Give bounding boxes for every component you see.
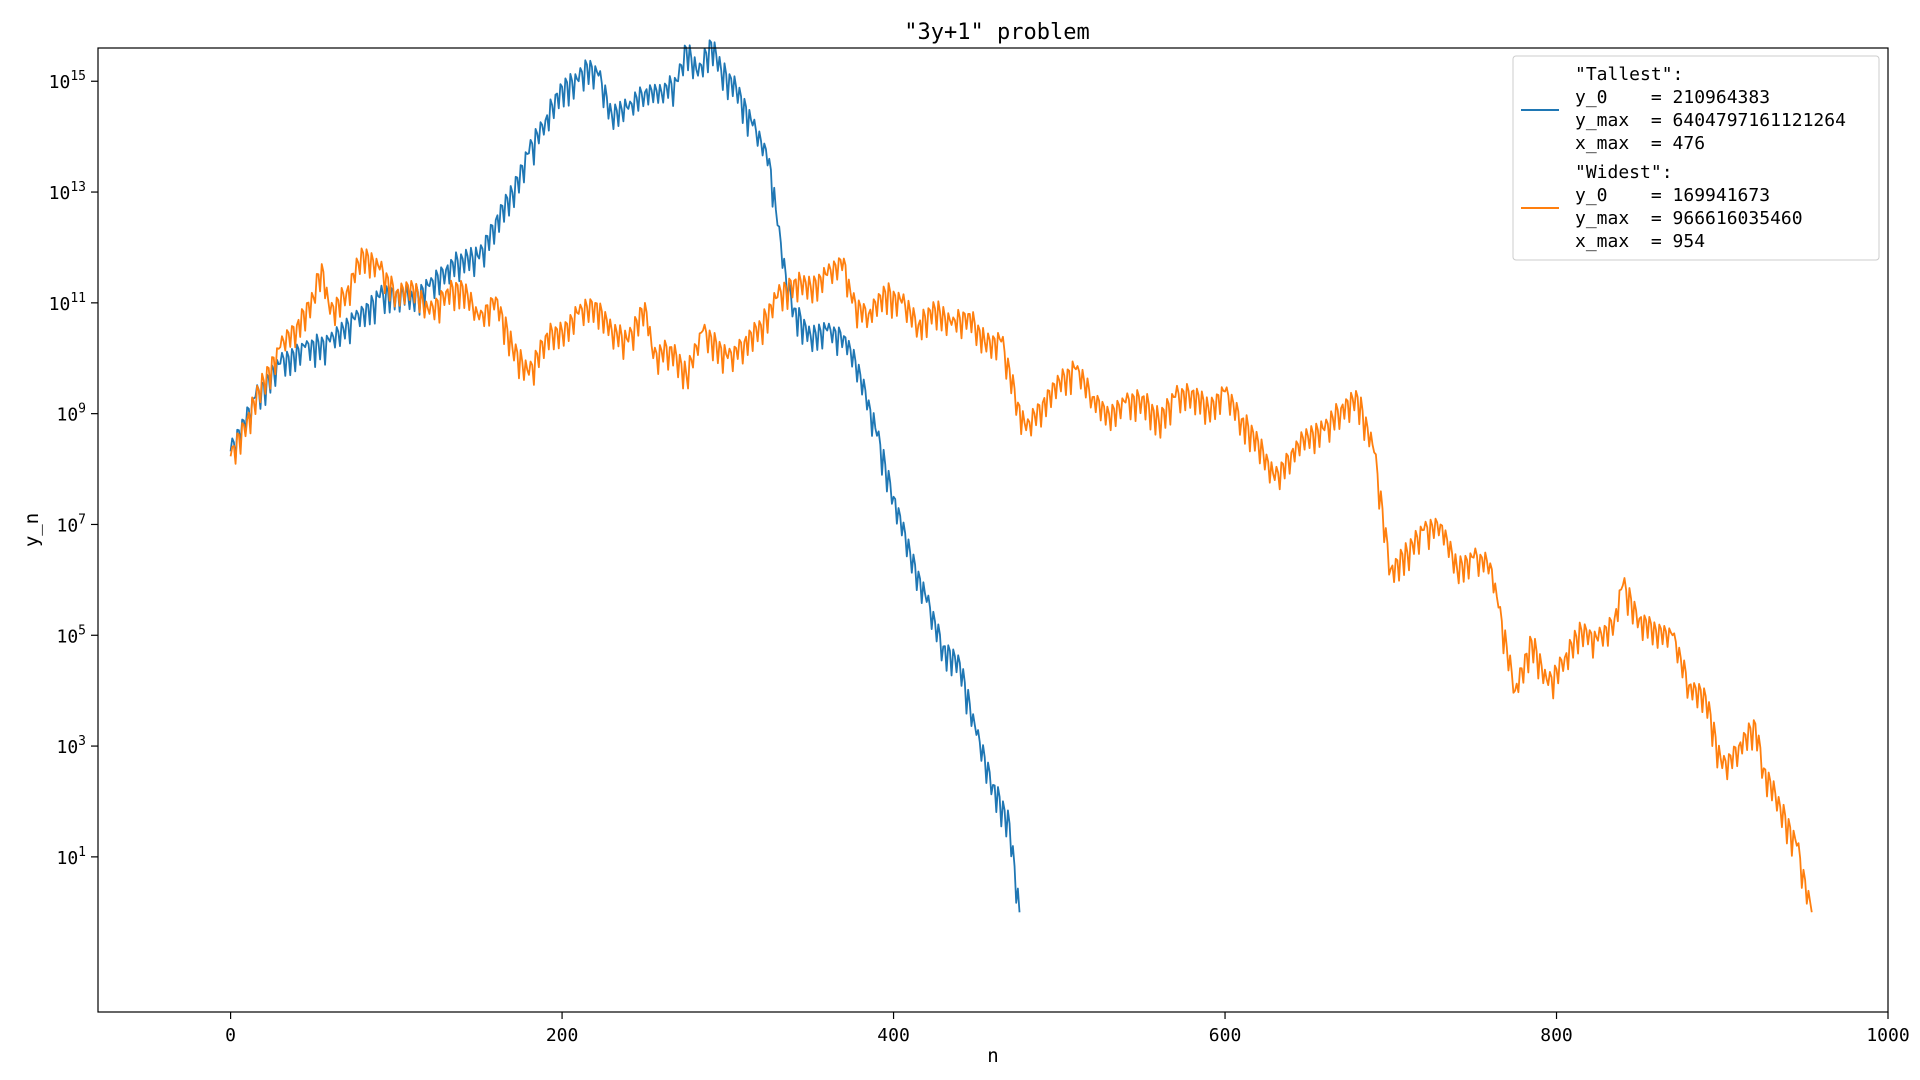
legend-widest-line-2: y_0 = 169941673 <box>1575 185 1770 206</box>
x-tick-label: 0 <box>225 1025 236 1046</box>
x-axis: 0 200 400 600 800 1000 <box>225 1012 1910 1046</box>
chart-title: "3y+1" problem <box>904 20 1089 45</box>
x-tick-label: 200 <box>546 1025 579 1046</box>
legend-box <box>1512 55 1880 261</box>
y-tick-label: 109 <box>56 402 86 426</box>
legend-tallest-line-3: y_max = 6404797161121264 <box>1575 110 1846 131</box>
y-tick-label: 105 <box>56 623 86 647</box>
y-tick-label: 103 <box>56 734 86 758</box>
legend-tallest-line-4: x_max = 476 <box>1575 133 1705 154</box>
x-tick-label: 800 <box>1540 1025 1573 1046</box>
y-tick-label: 107 <box>56 512 86 536</box>
x-axis-label: n <box>987 1045 998 1067</box>
legend-tallest-line-2: y_0 = 210964383 <box>1575 87 1770 108</box>
y-tick-label: 1015 <box>49 69 86 93</box>
legend-widest-line-1: "Widest": <box>1575 162 1673 183</box>
x-tick-label: 1000 <box>1866 1025 1909 1046</box>
legend-widest-line-3: y_max = 966616035460 <box>1575 208 1803 229</box>
legend-widest-line-4: x_max = 954 <box>1575 231 1705 252</box>
x-tick-label: 600 <box>1209 1025 1242 1046</box>
legend-tallest-line-1: "Tallest": <box>1575 64 1683 85</box>
plot-frame <box>97 47 1889 1013</box>
y-axis-label: y_n <box>21 513 43 547</box>
x-tick-label: 400 <box>877 1025 910 1046</box>
y-tick-label: 101 <box>56 845 86 869</box>
y-axis: 101 103 105 107 109 1011 1013 1015 <box>49 69 98 869</box>
legend: "Tallest": y_0 = 210964383 y_max = 64047… <box>1512 55 1880 261</box>
series-line-widest <box>229 247 1813 913</box>
y-tick-label: 1013 <box>49 180 86 204</box>
y-tick-label: 1011 <box>49 291 86 315</box>
series-layer <box>229 39 1813 913</box>
series-line-tallest <box>229 39 1021 913</box>
